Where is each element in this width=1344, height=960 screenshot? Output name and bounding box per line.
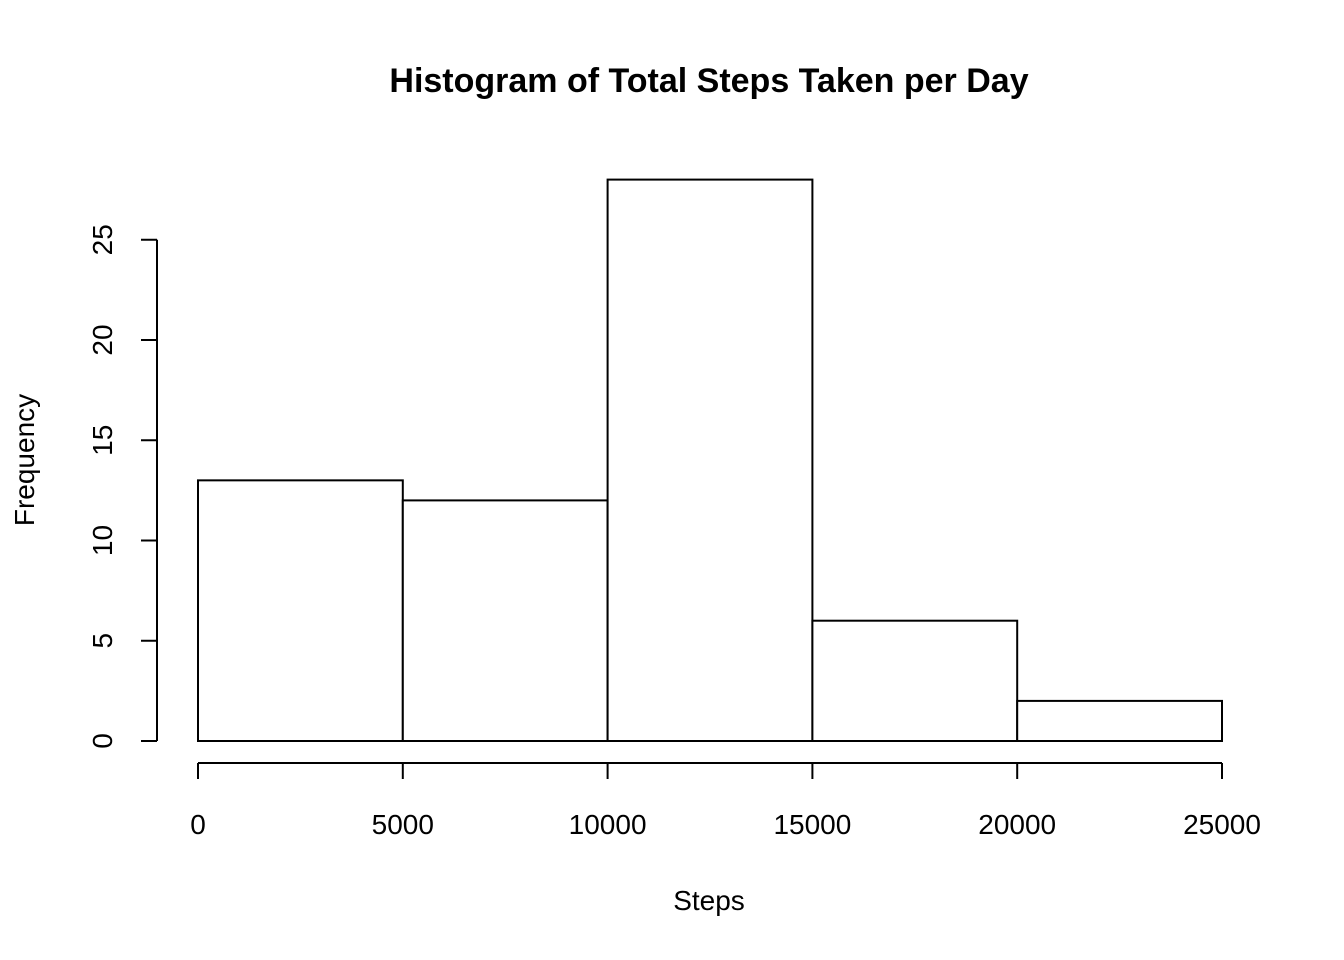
histogram-bar-5 <box>1016 699 1224 743</box>
y-tick-label-0: 0 <box>87 733 118 749</box>
histogram-bar-3 <box>606 178 814 743</box>
x-tick-label-25000: 25000 <box>1183 809 1261 840</box>
chart-title: Histogram of Total Steps Taken per Day <box>389 62 1028 100</box>
x-tick-label-0: 0 <box>190 809 206 840</box>
x-axis-label: Steps <box>673 885 745 916</box>
y-tick-label-5: 5 <box>87 633 118 649</box>
histogram-bar-1 <box>197 479 404 742</box>
x-axis: 0 5000 10000 15000 20000 25000 <box>190 762 1261 840</box>
y-axis: 0 5 10 15 20 25 <box>87 224 158 749</box>
y-tick-label-10: 10 <box>87 525 118 556</box>
x-tick-label-20000: 20000 <box>978 809 1056 840</box>
y-axis-label: Frequency <box>9 394 40 526</box>
x-tick-label-15000: 15000 <box>773 809 851 840</box>
x-tick-label-5000: 5000 <box>372 809 434 840</box>
y-tick-label-25: 25 <box>87 224 118 255</box>
histogram-bar-4 <box>811 619 1019 743</box>
y-tick-label-20: 20 <box>87 324 118 355</box>
bars-group <box>197 178 1224 743</box>
x-tick-label-10000: 10000 <box>569 809 647 840</box>
histogram-bar-2 <box>401 499 609 742</box>
y-tick-label-15: 15 <box>87 425 118 456</box>
